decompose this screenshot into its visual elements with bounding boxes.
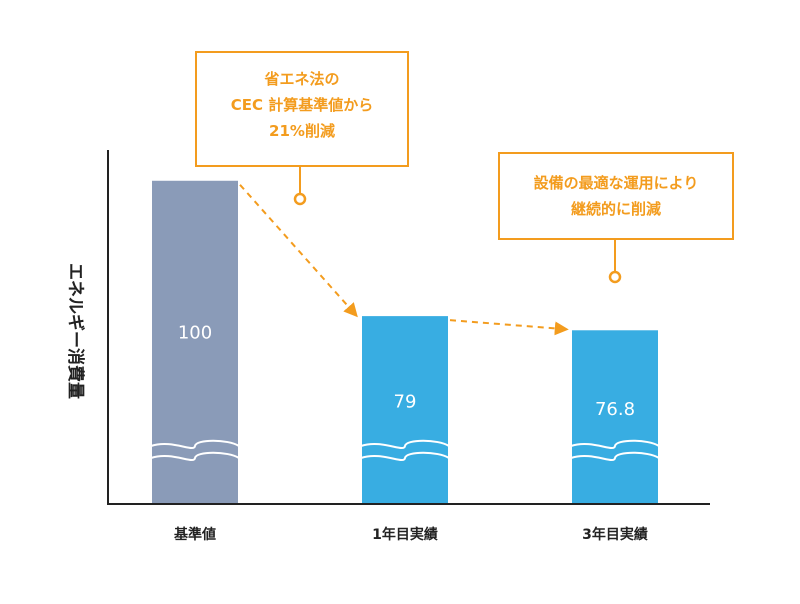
axis-break-wave bbox=[570, 439, 660, 449]
axis-break-wave bbox=[150, 451, 240, 461]
bar-group: 79 1年目実績 bbox=[360, 316, 450, 543]
callout-text-line: 継続的に削減 bbox=[571, 200, 661, 218]
callout-text-line: 設備の最適な運用により bbox=[534, 174, 699, 192]
bar-value-label: 100 bbox=[178, 323, 212, 344]
y-axis-label: エネルギー消費量 bbox=[65, 263, 86, 399]
bar-value-label: 76.8 bbox=[595, 399, 635, 420]
category-label: 基準値 bbox=[174, 526, 216, 543]
axis-break-wave bbox=[150, 439, 240, 449]
callout-text-line: 21%削減 bbox=[269, 122, 335, 140]
callout-box bbox=[498, 152, 734, 240]
bar-value-label: 79 bbox=[394, 392, 417, 413]
callout-box bbox=[195, 51, 409, 167]
callout-dot bbox=[293, 192, 307, 206]
trend-arrows bbox=[239, 184, 569, 336]
axis-break-wave bbox=[360, 439, 450, 449]
bar bbox=[362, 316, 448, 503]
bar bbox=[572, 330, 658, 503]
axis-break-wave bbox=[360, 451, 450, 461]
callout-dot bbox=[608, 270, 622, 284]
bar-group: 100 基準値 bbox=[150, 180, 240, 543]
annotation-callout: 省エネ法の CEC 計算基準値から 21%削減 bbox=[195, 51, 409, 206]
callout-text-line: CEC 計算基準値から bbox=[231, 96, 374, 114]
category-label: 1年目実績 bbox=[372, 526, 438, 543]
trend-arrow bbox=[449, 319, 569, 336]
trend-arrow bbox=[239, 184, 358, 318]
bar-group: 76.8 3年目実績 bbox=[570, 330, 660, 543]
bars-layer: 100 基準値 79 1年目実績 76.8 3年目実績 bbox=[150, 180, 660, 543]
bar bbox=[152, 180, 238, 503]
callout-text-line: 省エネ法の bbox=[263, 70, 339, 88]
category-label: 3年目実績 bbox=[582, 526, 648, 543]
axis-break-wave bbox=[570, 451, 660, 461]
